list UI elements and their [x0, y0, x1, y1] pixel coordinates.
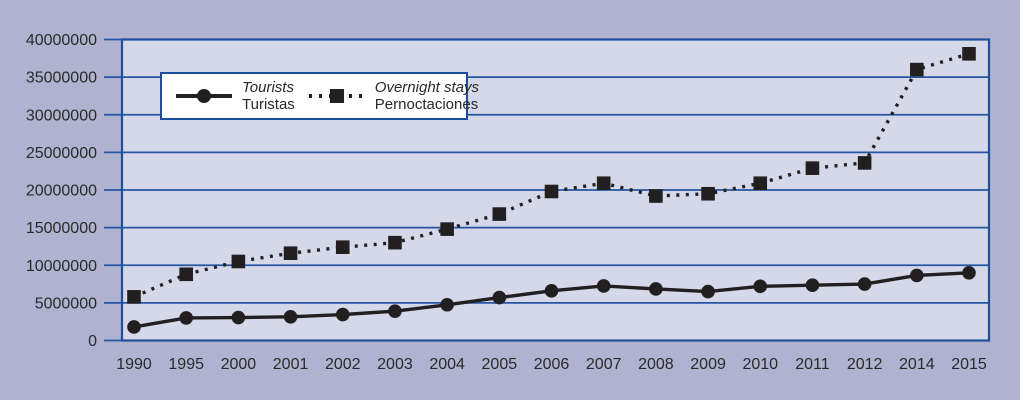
x-axis-tick-label: 2000 — [221, 356, 257, 373]
x-axis-tick-label: 2012 — [847, 356, 883, 373]
data-point-overnight-stays — [283, 246, 298, 261]
x-axis-tick-label: 2006 — [534, 356, 570, 373]
legend-labels-overnight-stays: Overnight stays Pernoctaciones — [375, 79, 479, 113]
y-axis-tick-label: 5000000 — [35, 295, 97, 312]
data-point-overnight-stays — [753, 176, 768, 191]
data-point-tourists — [701, 284, 715, 299]
legend-label-overnight-stays-en: Overnight stays — [374, 79, 480, 96]
x-axis-tick-label: 1990 — [116, 356, 152, 373]
legend-labels-tourists: Tourists Turistas — [242, 79, 295, 113]
x-axis-tick-label: 2011 — [795, 356, 830, 373]
data-point-tourists — [649, 282, 663, 296]
data-point-overnight-stays — [805, 161, 820, 175]
data-point-tourists — [753, 279, 768, 294]
data-point-tourists — [910, 268, 924, 283]
legend-label-tourists-es: Turistas — [242, 96, 295, 113]
data-point-tourists — [857, 277, 872, 291]
data-point-overnight-stays — [179, 267, 193, 282]
x-axis-tick-label: 2008 — [638, 356, 674, 373]
data-point-overnight-stays — [649, 189, 663, 203]
data-point-tourists — [179, 311, 193, 325]
data-point-overnight-stays — [701, 186, 715, 201]
data-point-overnight-stays — [440, 222, 454, 236]
legend-item-tourists: Tourists Turistas — [175, 79, 295, 113]
x-axis-tick-label: 2009 — [690, 356, 726, 373]
data-point-tourists — [440, 297, 454, 312]
data-point-tourists — [283, 309, 298, 324]
x-axis-tick-label: 2014 — [899, 356, 935, 373]
data-point-tourists — [962, 265, 976, 280]
y-axis-tick-label: 25000000 — [26, 145, 97, 162]
y-axis-tick-label: 40000000 — [26, 32, 97, 49]
data-point-overnight-stays — [910, 62, 924, 77]
data-point-overnight-stays — [127, 290, 141, 304]
x-axis-tick-label: 2007 — [586, 356, 622, 373]
data-point-overnight-stays — [492, 207, 507, 221]
y-axis-tick-label: 0 — [88, 333, 97, 350]
data-point-overnight-stays — [962, 46, 976, 61]
data-point-overnight-stays — [857, 156, 872, 170]
y-axis-tick-label: 10000000 — [26, 258, 97, 275]
data-point-overnight-stays — [596, 176, 611, 191]
x-axis-tick-label: 2010 — [742, 356, 778, 373]
y-axis-tick-label: 15000000 — [26, 220, 97, 237]
x-axis-tick-label: 2005 — [482, 356, 518, 373]
data-point-overnight-stays — [388, 235, 402, 250]
data-point-overnight-stays — [231, 254, 246, 269]
data-point-tourists — [492, 290, 507, 305]
data-point-tourists — [127, 320, 141, 334]
plot-frame — [120, 38, 991, 342]
data-point-tourists — [596, 279, 611, 293]
y-axis-tick-label: 20000000 — [26, 183, 97, 200]
y-axis-tick-label: 35000000 — [26, 70, 97, 87]
data-point-tourists — [388, 304, 402, 318]
x-axis-tick-label: 1995 — [168, 356, 204, 373]
data-point-tourists — [544, 284, 559, 298]
x-axis-tick-label: 2015 — [951, 356, 987, 373]
overnight-stays-dotted-line-square-marker-icon — [308, 89, 365, 103]
chart-legend: Tourists Turistas Overnight stays Pernoc… — [160, 72, 479, 120]
y-axis-tick-label: 30000000 — [26, 107, 97, 124]
data-point-tourists — [805, 278, 820, 292]
data-point-overnight-stays — [544, 184, 559, 199]
legend-item-overnight-stays: Overnight stays Pernoctaciones — [308, 79, 479, 113]
data-point-overnight-stays — [335, 240, 350, 254]
legend-label-overnight-stays-es: Pernoctaciones — [374, 96, 479, 113]
x-axis-tick-label: 2004 — [429, 356, 465, 373]
tourists-solid-line-circle-marker-icon — [176, 89, 232, 103]
x-axis-tick-label: 2002 — [325, 356, 361, 373]
x-axis-tick-label: 2003 — [377, 356, 413, 373]
x-axis-tick-label: 2001 — [273, 356, 309, 373]
legend-label-tourists-en: Tourists — [242, 79, 294, 96]
data-point-tourists — [231, 310, 246, 325]
data-point-tourists — [335, 307, 350, 322]
